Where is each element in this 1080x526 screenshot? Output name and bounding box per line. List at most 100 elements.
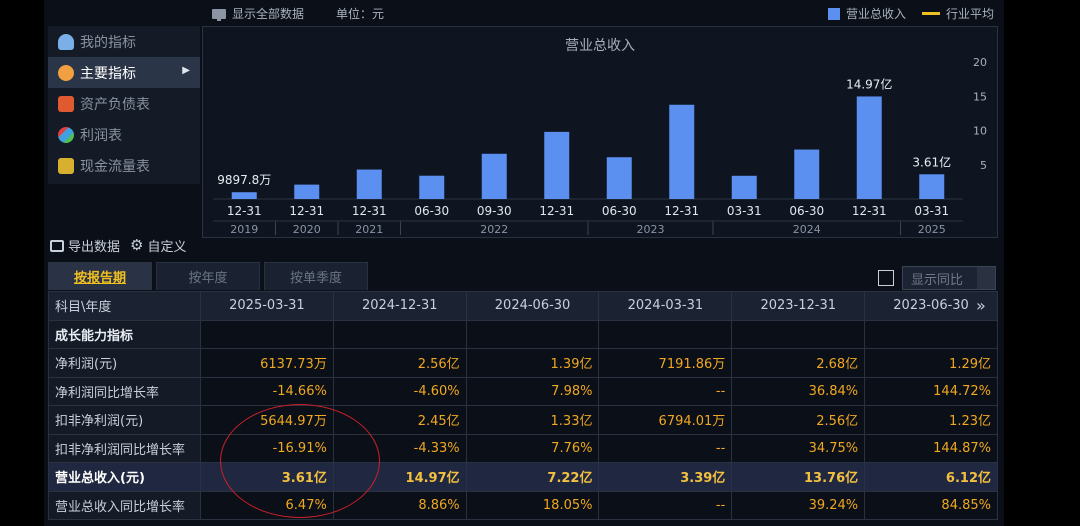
bar-data-label: 14.97亿 [846, 76, 892, 91]
column-header[interactable]: 2023-06-30 [864, 291, 998, 321]
bar-data-label: 9897.8万 [217, 173, 271, 187]
x-tick-label: 06-30 [414, 204, 449, 218]
export-data-button[interactable]: 导出数据 [50, 236, 120, 255]
table-header-row: 科目\年度 2025-03-31 2024-12-31 2024-06-30 2… [48, 291, 998, 321]
revenue-bar [231, 192, 257, 199]
user-icon [58, 33, 74, 50]
table-row[interactable]: 净利润同比增长率 -14.66% -4.60% 7.98% -- 36.84% 144.72… [48, 376, 998, 406]
yoy-checkbox[interactable] [878, 270, 894, 286]
column-header[interactable]: 2023-12-31 [731, 291, 866, 321]
column-header[interactable]: 2024-03-31 [598, 291, 733, 321]
table-cell: 1.33亿 [465, 405, 600, 435]
y-tick-label: 5 [980, 159, 987, 172]
show-yoy-label: 显示同比 [911, 272, 964, 288]
x-tick-label: 06-30 [602, 204, 637, 218]
table-row[interactable]: 营业总收入同比增长率 6.47% 8.86% 18.05% -- 39.24% 84.85% [48, 490, 998, 520]
year-label: 2023 [637, 223, 665, 236]
table-cell: 144.87% [864, 433, 998, 463]
x-tick-label: 09-30 [477, 204, 512, 218]
menu-item-balance-sheet[interactable]: 资产负债表 [48, 88, 200, 119]
row-label: 净利润同比增长率 [48, 376, 201, 406]
revenue-bar [481, 153, 507, 199]
table-cell: 2.56亿 [731, 405, 866, 435]
revenue-bar [606, 157, 632, 199]
table-cell: 6137.73万 [200, 348, 334, 378]
table-cell: 2.68亿 [731, 348, 866, 378]
table-cell: 7.76% [465, 433, 600, 463]
row-label: 营业总收入(元) [48, 462, 201, 492]
table-cell: -14.66% [200, 376, 334, 406]
chart-canvas: 5 10 15 20 12-31 12-31 12-31 06-30 09-30 12-31 06-… [213, 56, 987, 236]
y-tick-label: 20 [973, 56, 987, 69]
menu-item-income-statement[interactable]: 利润表 [48, 119, 200, 150]
menu-item-cashflow[interactable]: 现金流量表 [48, 150, 200, 181]
menu-item-main-indicators[interactable]: 主要指标 ▶ [48, 57, 200, 88]
show-all-label: 显示全部数据 [232, 7, 305, 21]
table-row[interactable]: 净利润(元) 6137.73万 2.56亿 1.39亿 7191.86万 2.68亿 1.2… [48, 348, 998, 378]
red-circle-annotation [220, 404, 380, 518]
legend-line-swatch [921, 12, 940, 15]
revenue-bar [356, 169, 382, 199]
revenue-bar [919, 174, 945, 199]
double-chevron-right-icon[interactable]: » [976, 296, 986, 315]
period-tabs: 按报告期 按年度 按单季度 [48, 262, 368, 290]
year-label: 2025 [918, 223, 946, 236]
x-tick-label: 12-31 [852, 204, 887, 218]
customize-button[interactable]: ⚙ 自定义 [130, 236, 186, 256]
revenue-bar [544, 131, 570, 199]
row-label: 营业总收入同比增长率 [48, 490, 201, 520]
screen-edge [1004, 0, 1080, 526]
menu-item-my-indicators[interactable]: 我的指标 [48, 26, 200, 57]
table-cell: 39.24% [731, 490, 866, 520]
show-all-data-toggle[interactable]: 显示全部数据 [212, 5, 304, 22]
tab-by-year[interactable]: 按年度 [156, 262, 260, 290]
menu-item-label: 我的指标 [80, 34, 136, 51]
table-cell: -- [598, 490, 733, 520]
table-row[interactable]: 扣非净利润(元) 5644.97万 2.45亿 1.33亿 6794.01万 2.56亿 1… [48, 405, 998, 435]
gear-icon: ⚙ [130, 236, 144, 254]
show-yoy-button[interactable]: 显示同比 [902, 266, 996, 290]
star-icon [58, 64, 74, 81]
year-label: 2022 [480, 223, 508, 236]
row-label: 扣非净利润(元) [48, 405, 201, 435]
table-cell: 6794.01万 [598, 405, 733, 435]
unit-label: 单位：元 [336, 7, 385, 21]
column-header[interactable]: 2024-12-31 [332, 291, 467, 321]
tab-by-report-period[interactable]: 按报告期 [48, 262, 152, 290]
x-tick-label: 12-31 [539, 204, 574, 218]
menu-item-label: 利润表 [80, 127, 122, 144]
balance-sheet-icon [58, 95, 74, 112]
table-cell: 144.72% [864, 376, 998, 406]
table-cell: 36.84% [731, 376, 866, 406]
table-cell: 7.22亿 [465, 462, 600, 492]
table-cell: 1.39亿 [465, 348, 600, 378]
column-header[interactable]: 2025-03-31 [200, 291, 334, 321]
legend-revenue-label[interactable]: 营业总收入 [845, 7, 906, 21]
table-cell: 2.56亿 [332, 348, 467, 378]
table-cell: 84.85% [864, 490, 998, 520]
cashflow-icon [58, 157, 74, 174]
revenue-bar [856, 96, 882, 199]
indicator-menu: 我的指标 主要指标 ▶ 资产负债表 利润表 现金流量表 [48, 26, 200, 184]
legend-average-label[interactable]: 行业平均 [945, 7, 994, 21]
row-label: 净利润(元) [48, 348, 201, 378]
top-bar: 显示全部数据 单位：元 营业总收入 行业平均 [44, 0, 1004, 26]
x-tick-label: 03-31 [727, 204, 762, 218]
menu-item-label: 主要指标 [80, 65, 136, 82]
year-label: 2024 [793, 223, 821, 236]
indicator-table: 科目\年度 2025-03-31 2024-12-31 2024-06-30 2… [48, 291, 998, 520]
tab-by-quarter[interactable]: 按单季度 [264, 262, 368, 290]
revenue-bar [794, 149, 820, 199]
table-cell: -- [598, 376, 733, 406]
table-row[interactable]: 营业总收入(元) 3.61亿 14.97亿 7.22亿 3.39亿 13.76亿 6.12亿 [48, 462, 998, 492]
table-row[interactable]: 扣非净利润同比增长率 -16.91% -4.33% 7.76% -- 34.75% 144.… [48, 433, 998, 463]
table-cell: 13.76亿 [731, 462, 866, 492]
header-period-label: 科目\年度 [48, 291, 201, 321]
column-header[interactable]: 2024-06-30 [465, 291, 600, 321]
table-cell: 1.29亿 [864, 348, 998, 378]
revenue-chart: 营业总收入 5 10 15 20 12-31 12-31 12-31 06-30 09-30 12… [202, 26, 998, 238]
revenue-bar [419, 175, 445, 199]
year-label: 2021 [355, 223, 383, 236]
revenue-bar [731, 175, 757, 199]
section-label: 成长能力指标 [48, 319, 201, 349]
